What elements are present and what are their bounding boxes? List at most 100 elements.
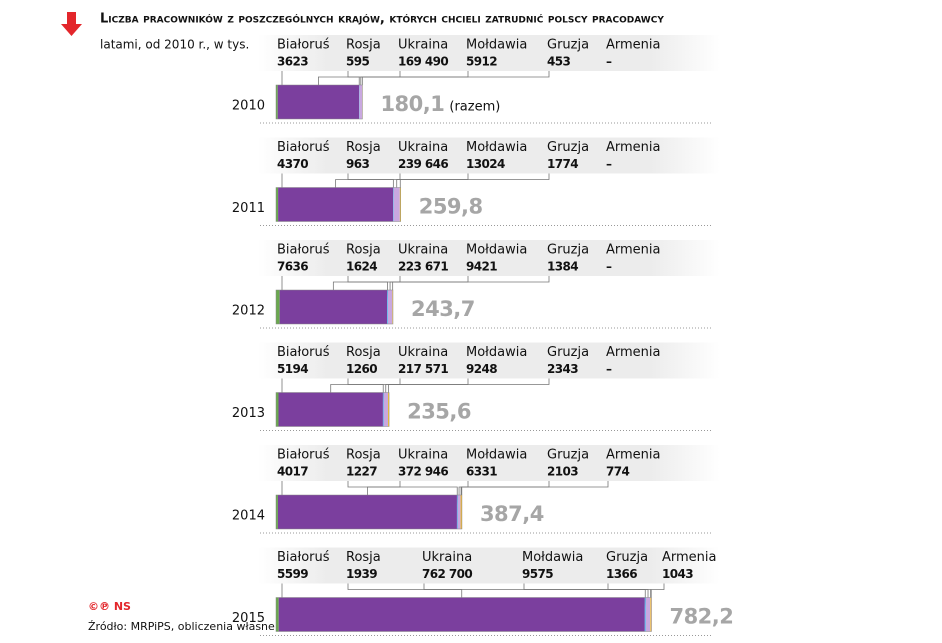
connector (523, 583, 649, 598)
total-label: 259,8 (419, 195, 483, 219)
bar-segment (387, 290, 393, 324)
connector (460, 481, 550, 495)
year-label: 2010 (232, 99, 265, 114)
bar-segment (399, 187, 401, 222)
bar-outline (275, 187, 401, 222)
bar-segment (382, 392, 384, 427)
country-value: – (606, 157, 612, 171)
country-value: 453 (547, 55, 570, 69)
year-label: 2013 (232, 406, 265, 421)
bar-segment (276, 187, 279, 222)
total-note: (razem) (449, 100, 500, 115)
country-value: 1384 (547, 260, 578, 274)
connector (347, 71, 360, 85)
year-label: 2015 (232, 611, 265, 626)
country-value: 1260 (346, 362, 377, 376)
total-label: 243,7 (411, 297, 475, 321)
connector (347, 378, 384, 393)
bar-segment (278, 187, 394, 222)
country-value: 372 946 (398, 465, 448, 479)
bar-segment (645, 597, 651, 632)
bar-segment (278, 392, 383, 427)
country-name: Gruzja (547, 345, 589, 360)
country-name: Gruzja (547, 448, 589, 463)
country-name: Ukraina (398, 140, 448, 155)
connector (347, 173, 394, 188)
row-band (258, 35, 720, 71)
year-label: 2012 (232, 304, 265, 319)
bar-outline (275, 494, 463, 530)
country-name: Ukraina (422, 550, 472, 565)
bar-segment (383, 392, 388, 427)
bar-segment (387, 392, 390, 427)
country-name: Ukraina (398, 345, 448, 360)
country-value: 169 490 (398, 55, 448, 69)
subtitle: latami, od 2010 r., w tys. (100, 38, 249, 52)
connector (396, 173, 469, 188)
country-name: Gruzja (606, 550, 648, 565)
country-name: Mołdawia (466, 140, 527, 155)
bar-segment (278, 597, 645, 632)
bar-segment (359, 85, 363, 119)
total-label: 782,2 (669, 605, 733, 629)
country-value: 9248 (466, 362, 497, 376)
connector (335, 173, 401, 188)
country-value: 774 (606, 465, 629, 479)
bar-segment (276, 495, 278, 529)
country-name: Białoruś (277, 448, 330, 463)
country-name: Ukraina (398, 448, 448, 463)
bar-outline (275, 392, 390, 427)
country-name: Ukraina (398, 38, 448, 53)
country-value: 6331 (466, 465, 497, 479)
connector (392, 276, 550, 290)
arrow-icon (61, 12, 82, 36)
country-name: Białoruś (277, 140, 330, 155)
bar-segment (456, 495, 458, 529)
bar-segment (276, 85, 278, 119)
country-value: 4017 (277, 465, 308, 479)
bar-segment (387, 290, 388, 324)
connector (607, 583, 652, 598)
total-label: 387,4 (480, 502, 544, 526)
connector (461, 481, 609, 495)
country-value: – (606, 260, 612, 274)
connector (360, 71, 469, 85)
country-name: Armenia (606, 38, 661, 53)
connector (347, 481, 458, 495)
bar-segment (276, 290, 280, 324)
connector (458, 481, 469, 495)
connector (650, 583, 665, 598)
country-name: Rosja (346, 243, 381, 258)
total-label: 235,6 (407, 400, 471, 424)
country-value: 595 (346, 55, 369, 69)
row-band (258, 547, 720, 584)
country-value: 1227 (346, 465, 377, 479)
country-value: 5912 (466, 55, 497, 69)
copyright: ©℗ NS (88, 600, 131, 613)
country-name: Armenia (662, 550, 717, 565)
connector (388, 378, 550, 393)
country-name: Gruzja (547, 140, 589, 155)
country-name: Armenia (606, 345, 661, 360)
bar-segment (644, 597, 646, 632)
bar-segment (392, 290, 393, 324)
connector (385, 378, 469, 393)
connector (330, 378, 401, 393)
country-name: Białoruś (277, 243, 330, 258)
bar-segment (277, 85, 360, 119)
country-value: 1774 (547, 157, 578, 171)
country-name: Białoruś (277, 38, 330, 53)
country-value: 4370 (277, 157, 308, 171)
country-name: Rosja (346, 448, 381, 463)
country-name: Gruzja (547, 38, 589, 53)
connector (347, 276, 388, 290)
country-value: 963 (346, 157, 369, 171)
country-value: 7636 (277, 260, 308, 274)
country-name: Mołdawia (466, 38, 527, 53)
bar-outline (275, 289, 394, 325)
connector (347, 583, 646, 598)
country-name: Armenia (606, 448, 661, 463)
connector (361, 71, 550, 85)
country-name: Ukraina (398, 243, 448, 258)
